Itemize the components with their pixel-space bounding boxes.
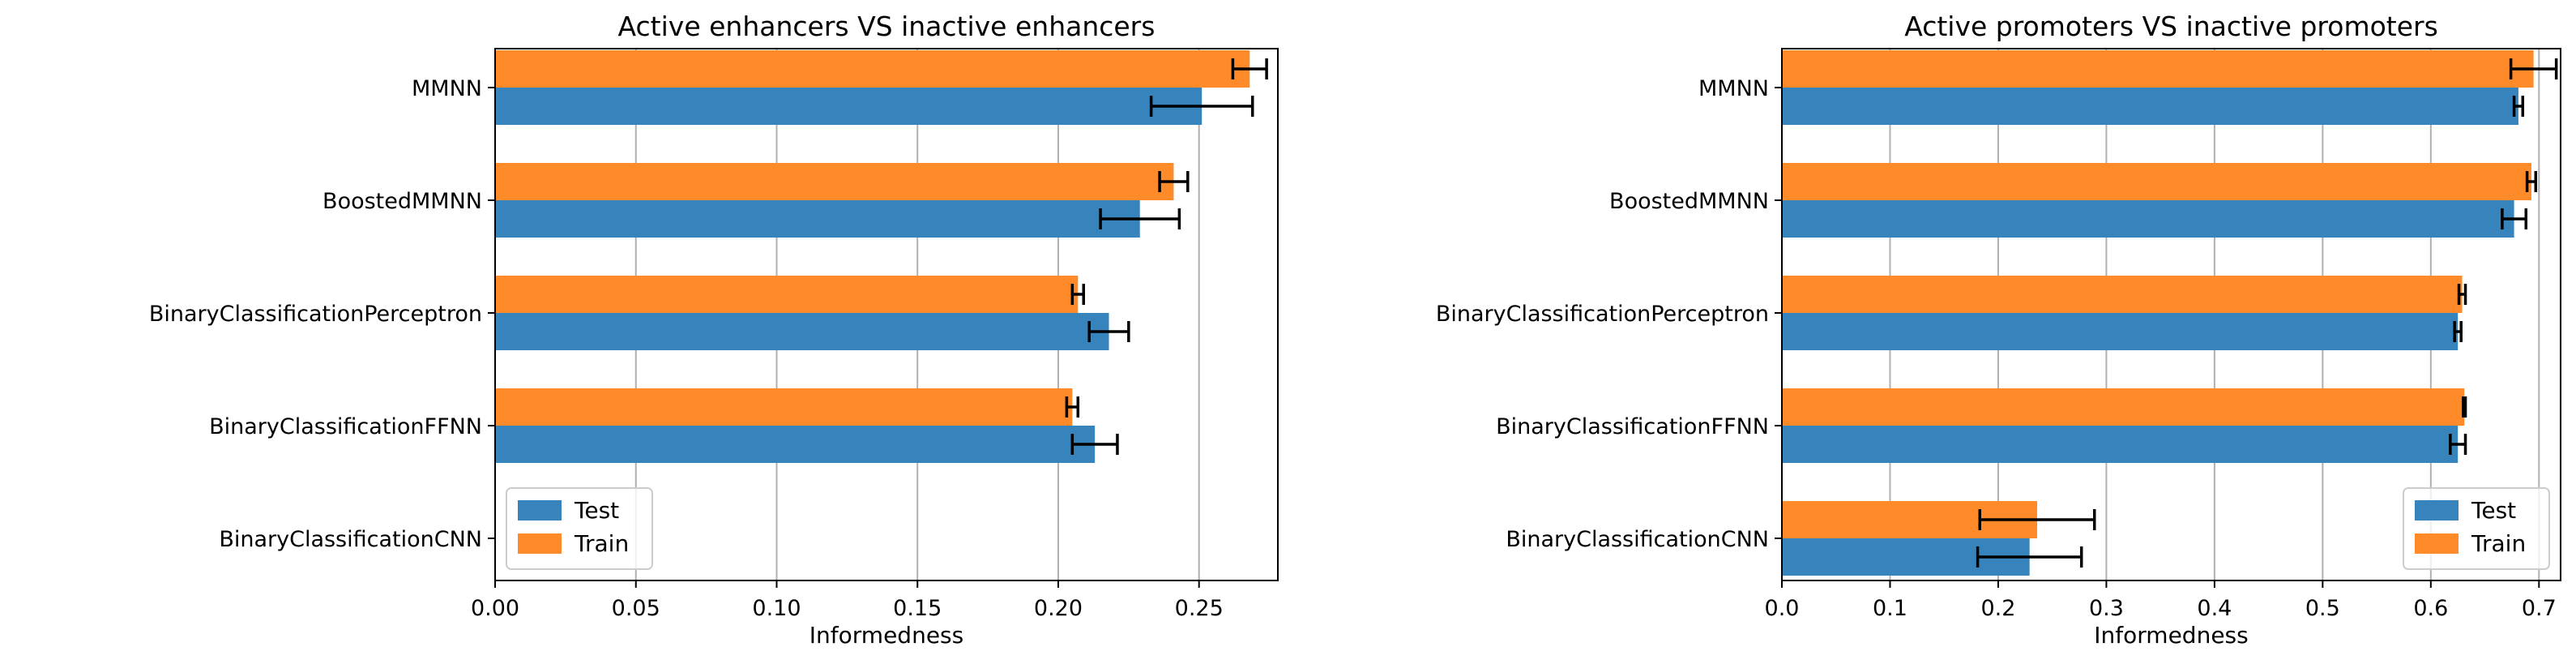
bar-train xyxy=(1782,276,2463,313)
bar-test xyxy=(495,426,1096,463)
x-tick-label: 0.2 xyxy=(1980,596,2015,621)
bar-train xyxy=(495,276,1079,313)
bar-train xyxy=(495,50,1250,88)
error-bar-train xyxy=(1070,284,1085,305)
error-bar-train xyxy=(2457,284,2467,305)
error-bar-train xyxy=(1231,58,1268,79)
error-bar-test xyxy=(1099,208,1181,229)
y-tick-label: BinaryClassificationPerceptron xyxy=(1436,302,1769,327)
chart-title: Active enhancers VS inactive enhancers xyxy=(618,11,1156,42)
error-bar-test xyxy=(1149,96,1254,117)
y-tick-label: BinaryClassificationFFNN xyxy=(1496,414,1769,439)
error-bar-train xyxy=(2462,396,2467,418)
error-bar-test xyxy=(2449,434,2467,455)
error-bar-train xyxy=(2525,171,2538,192)
x-tick-label: 0.10 xyxy=(752,596,801,621)
chart-panel-2: MMNN BoostedMMNN BinaryClassificationPerce… xyxy=(1436,11,2561,649)
legend-swatch-test xyxy=(2415,500,2459,520)
x-tick-label: 0.0 xyxy=(1765,596,1800,621)
error-bar-test xyxy=(2512,96,2525,117)
bar-train xyxy=(495,388,1073,426)
x-tick-label: 0.20 xyxy=(1034,596,1083,621)
y-tick-label: BinaryClassificationFFNN xyxy=(209,414,482,439)
legend: Test Train xyxy=(2403,487,2550,570)
y-tick-label: MMNN xyxy=(1698,76,1769,101)
x-tick-label: 0.3 xyxy=(2089,596,2124,621)
x-tick-label: 0.05 xyxy=(612,596,660,621)
error-bar-test xyxy=(1976,546,2083,568)
legend-swatch-test xyxy=(518,500,562,520)
bar-test xyxy=(495,313,1109,350)
y-tick-label: MMNN xyxy=(412,76,482,101)
bar-train xyxy=(495,163,1174,200)
legend-swatch-train xyxy=(2415,533,2459,554)
bar-test xyxy=(495,88,1203,125)
error-bar-train xyxy=(1978,509,2096,530)
error-bar-test xyxy=(2501,208,2528,229)
x-tick-label: 0.1 xyxy=(1873,596,1907,621)
chart-panel-1: MMNN BoostedMMNN BinaryClassificationPerce… xyxy=(149,11,1279,649)
bar-test xyxy=(1782,426,2459,463)
x-tick-label: 0.6 xyxy=(2413,596,2448,621)
bar-test xyxy=(495,200,1140,238)
x-tick-label: 0.7 xyxy=(2522,596,2557,621)
legend-label-test: Test xyxy=(574,497,619,524)
legend: Test Train xyxy=(506,487,653,570)
x-tick-label: 0.00 xyxy=(471,596,519,621)
axes-frame xyxy=(494,48,1279,581)
x-tick-label: 0.4 xyxy=(2197,596,2232,621)
legend-label-train: Train xyxy=(2471,530,2526,557)
y-tick-label: BoostedMMNN xyxy=(1609,189,1769,214)
error-bar-test xyxy=(1070,434,1119,455)
error-bar-test xyxy=(2453,321,2463,342)
x-tick-label: 0.25 xyxy=(1175,596,1224,621)
bar-test xyxy=(1782,313,2459,350)
x-tick-label: 0.5 xyxy=(2305,596,2340,621)
chart-title: Active promoters VS inactive promoters xyxy=(1904,11,2438,42)
legend-label-train: Train xyxy=(574,530,629,557)
x-axis-title: Informedness xyxy=(2094,622,2248,649)
legend-swatch-train xyxy=(518,533,562,554)
bar-train xyxy=(1782,163,2531,200)
bar-test xyxy=(1782,88,2518,125)
x-tick-label: 0.15 xyxy=(893,596,942,621)
y-tick-label: BinaryClassificationCNN xyxy=(219,527,482,552)
bar-train xyxy=(1782,50,2534,88)
bar-test xyxy=(1782,200,2514,238)
y-tick-label: BoostedMMNN xyxy=(323,189,482,214)
bar-train xyxy=(1782,388,2465,426)
y-tick-label: BinaryClassificationPerceptron xyxy=(149,302,482,327)
axes-frame xyxy=(1781,48,2561,581)
error-bar-train xyxy=(1158,171,1190,192)
error-bar-train xyxy=(2509,58,2558,79)
x-axis-title: Informedness xyxy=(810,622,963,649)
y-tick-label: BinaryClassificationCNN xyxy=(1506,527,1769,552)
error-bar-test xyxy=(1087,321,1130,342)
error-bar-train xyxy=(1065,396,1080,418)
legend-label-test: Test xyxy=(2471,497,2516,524)
